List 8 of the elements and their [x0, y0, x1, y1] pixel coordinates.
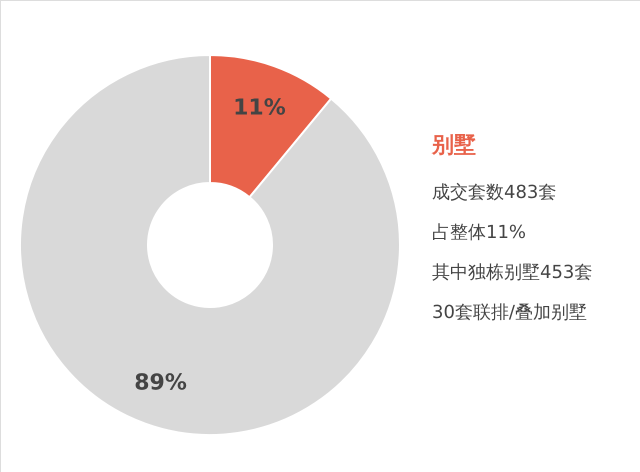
text: 别墅	[431, 133, 476, 158]
data-label: 89%	[134, 370, 187, 396]
donut-slice	[19, 54, 401, 436]
data-label: 11%	[233, 96, 286, 121]
text: 30套联排/叠加别墅	[432, 302, 587, 323]
text: 其中独栋别墅453套	[432, 262, 592, 283]
text: 占整体11%	[432, 222, 526, 243]
text: 成交套数483套	[432, 182, 556, 203]
